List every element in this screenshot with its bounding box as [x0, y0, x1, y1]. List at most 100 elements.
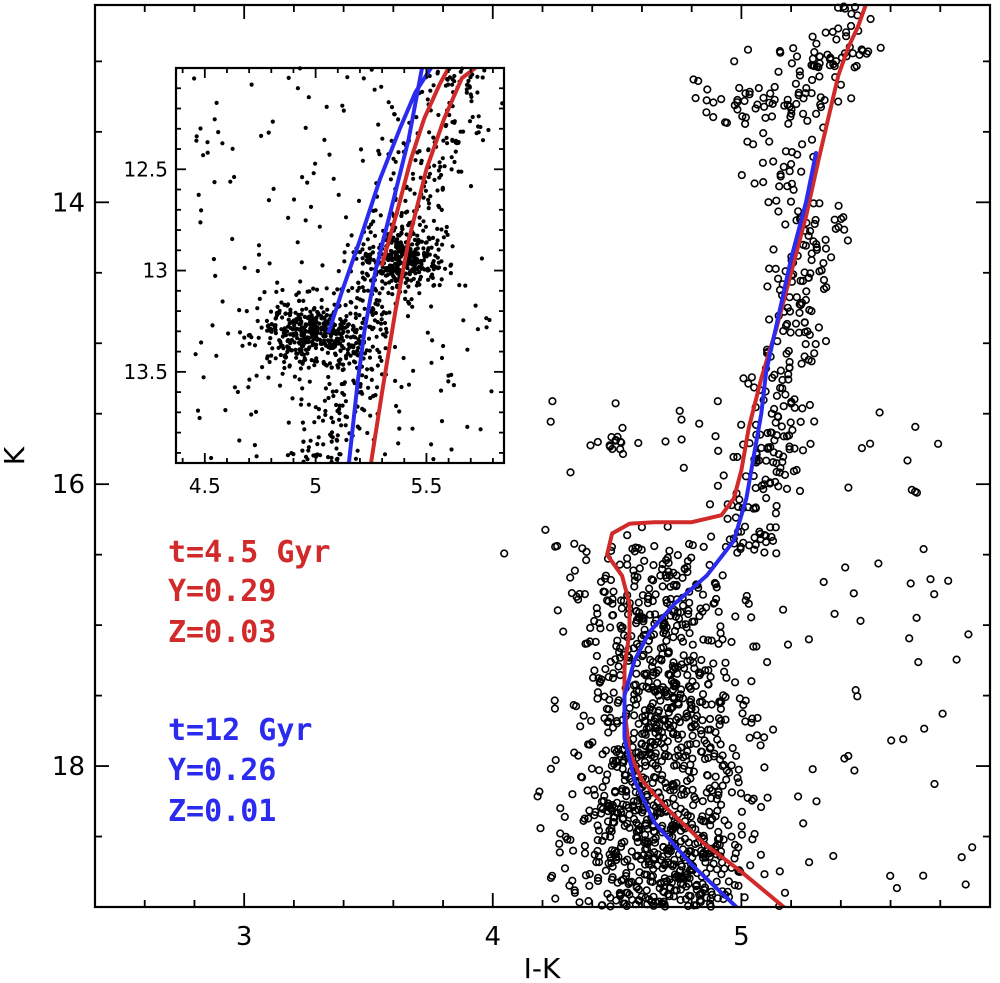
star-point: [409, 278, 414, 283]
star-point: [698, 690, 708, 699]
star-point: [379, 312, 384, 317]
star-point: [237, 438, 242, 443]
star-point: [269, 329, 274, 334]
star-point: [713, 806, 722, 816]
star-point: [392, 275, 397, 280]
star-point: [622, 801, 631, 810]
star-point: [681, 894, 691, 904]
star-point: [805, 330, 814, 339]
star-point: [358, 334, 363, 339]
star-point: [667, 676, 677, 686]
star-point: [371, 208, 376, 213]
star-point: [376, 148, 381, 153]
star-point: [580, 849, 590, 858]
star-point: [311, 336, 317, 341]
star-point: [244, 309, 249, 314]
star-point: [308, 309, 313, 314]
star-point: [707, 786, 717, 795]
star-point: [810, 349, 819, 358]
star-point: [644, 895, 654, 904]
star-point: [306, 448, 311, 453]
star-point: [609, 587, 618, 596]
star-point: [792, 293, 801, 302]
star-point: [440, 156, 445, 161]
star-point: [593, 876, 603, 886]
star-point: [692, 880, 701, 890]
star-point: [795, 71, 805, 80]
star-point: [360, 270, 365, 275]
star-point: [800, 318, 809, 327]
star-point: [668, 824, 677, 833]
star-point: [323, 386, 328, 391]
star-point: [584, 896, 593, 906]
star-point: [957, 853, 966, 862]
star-point: [745, 733, 754, 742]
star-point: [585, 869, 594, 879]
star-point: [280, 334, 285, 339]
star-point: [361, 76, 366, 81]
star-point: [535, 787, 544, 796]
star-point: [321, 310, 326, 315]
star-point: [403, 289, 408, 294]
star-point: [259, 325, 264, 330]
star-point: [360, 320, 365, 325]
star-point: [468, 184, 474, 189]
star-point: [775, 383, 785, 393]
star-point: [864, 47, 873, 56]
star-point: [367, 246, 372, 251]
star-point: [295, 86, 300, 91]
star-point: [656, 696, 665, 705]
star-point: [580, 589, 590, 599]
star-point: [709, 98, 718, 107]
inset-plot-panel: 4.5 5 5.5 12.5 13 13.5: [123, 66, 506, 498]
star-point: [678, 637, 688, 646]
star-point: [377, 350, 382, 355]
star-point: [273, 315, 279, 321]
star-point: [629, 566, 638, 575]
star-point: [782, 484, 792, 494]
star-point: [345, 242, 350, 248]
star-point: [397, 409, 402, 414]
star-point: [700, 736, 709, 745]
star-point: [584, 814, 593, 823]
star-point: [730, 880, 739, 890]
star-point: [713, 397, 722, 406]
star-point: [463, 283, 468, 288]
star-point: [360, 373, 365, 378]
star-point: [905, 634, 914, 643]
star-point: [452, 159, 457, 165]
star-point: [819, 284, 829, 294]
star-point: [784, 119, 793, 128]
star-point: [198, 126, 203, 131]
star-point: [313, 161, 318, 166]
star-point: [631, 680, 640, 689]
star-point: [641, 819, 650, 828]
star-point: [342, 259, 347, 264]
star-point: [593, 694, 602, 703]
star-point: [465, 82, 470, 87]
inset-isochrones: [326, 68, 478, 463]
star-point: [906, 579, 915, 588]
star-point: [623, 855, 632, 864]
star-point: [930, 590, 939, 599]
star-point: [305, 180, 310, 185]
star-point: [662, 636, 671, 646]
star-point: [417, 222, 422, 227]
star-point: [395, 265, 400, 270]
star-point: [337, 452, 342, 457]
star-point: [334, 446, 339, 451]
star-point: [829, 851, 838, 861]
star-point: [850, 2, 860, 12]
star-point: [676, 826, 685, 835]
star-point: [279, 300, 284, 305]
star-point: [811, 109, 821, 118]
star-point: [704, 680, 713, 689]
star-point: [411, 176, 416, 181]
star-point: [683, 711, 692, 721]
star-point: [386, 254, 392, 259]
y-tick-label: 13.5: [123, 360, 168, 384]
star-point: [717, 94, 726, 104]
star-point: [560, 812, 569, 822]
star-point: [337, 411, 342, 416]
